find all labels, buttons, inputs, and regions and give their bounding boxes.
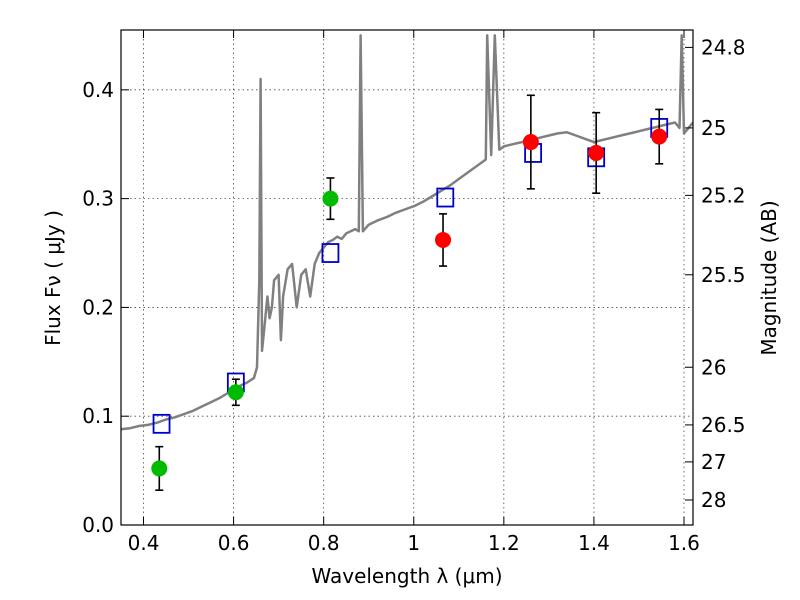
red-point <box>588 144 605 161</box>
right-tick-label: 27 <box>701 450 726 474</box>
y-tick-label: 0.3 <box>82 187 114 211</box>
x-tick-label: 1 <box>407 531 420 555</box>
y-tick-label: 0.2 <box>82 295 114 319</box>
red-point <box>651 128 668 145</box>
y-tick-label: 0.1 <box>82 404 114 428</box>
axis-ticks: 0.4 0.6 0.8 1 1.2 1.4 1.6 0.0 0.1 0.2 0.3 0.4 24.8 25… <box>82 30 746 555</box>
right-tick-label: 26 <box>701 355 726 379</box>
right-y-axis-label: Magnitude (AB) <box>757 200 781 355</box>
right-tick-label: 25.5 <box>701 263 746 287</box>
y-axis-label: Flux Fν ( μJy ) <box>41 210 65 346</box>
x-tick-label: 0.8 <box>308 531 340 555</box>
x-tick-label: 0.4 <box>128 531 160 555</box>
data-markers <box>151 94 669 491</box>
y-tick-label: 0.4 <box>82 78 114 102</box>
right-tick-label: 26.5 <box>701 413 746 437</box>
right-tick-label: 28 <box>701 488 726 512</box>
y-tick-label: 0.0 <box>82 513 114 537</box>
spectrum-line <box>121 34 693 431</box>
model-point <box>436 187 455 208</box>
right-tick-label: 25.2 <box>701 183 746 207</box>
red-point <box>435 231 452 248</box>
x-tick-label: 1.4 <box>578 531 610 555</box>
green-point <box>227 384 244 401</box>
green-point <box>151 460 168 477</box>
x-tick-label: 1.6 <box>668 531 700 555</box>
right-tick-label: 24.8 <box>701 35 746 59</box>
green-point <box>322 190 339 207</box>
x-tick-label: 0.6 <box>218 531 250 555</box>
model-point <box>152 413 171 434</box>
plot-background <box>121 30 693 525</box>
plot-frame <box>120 29 694 526</box>
red-point <box>522 134 539 151</box>
plot-area <box>121 34 693 431</box>
model-point <box>321 243 340 263</box>
x-tick-label: 1.2 <box>488 531 520 555</box>
x-axis-label: Wavelength λ (μm) <box>311 564 502 588</box>
right-tick-label: 25 <box>701 116 726 140</box>
